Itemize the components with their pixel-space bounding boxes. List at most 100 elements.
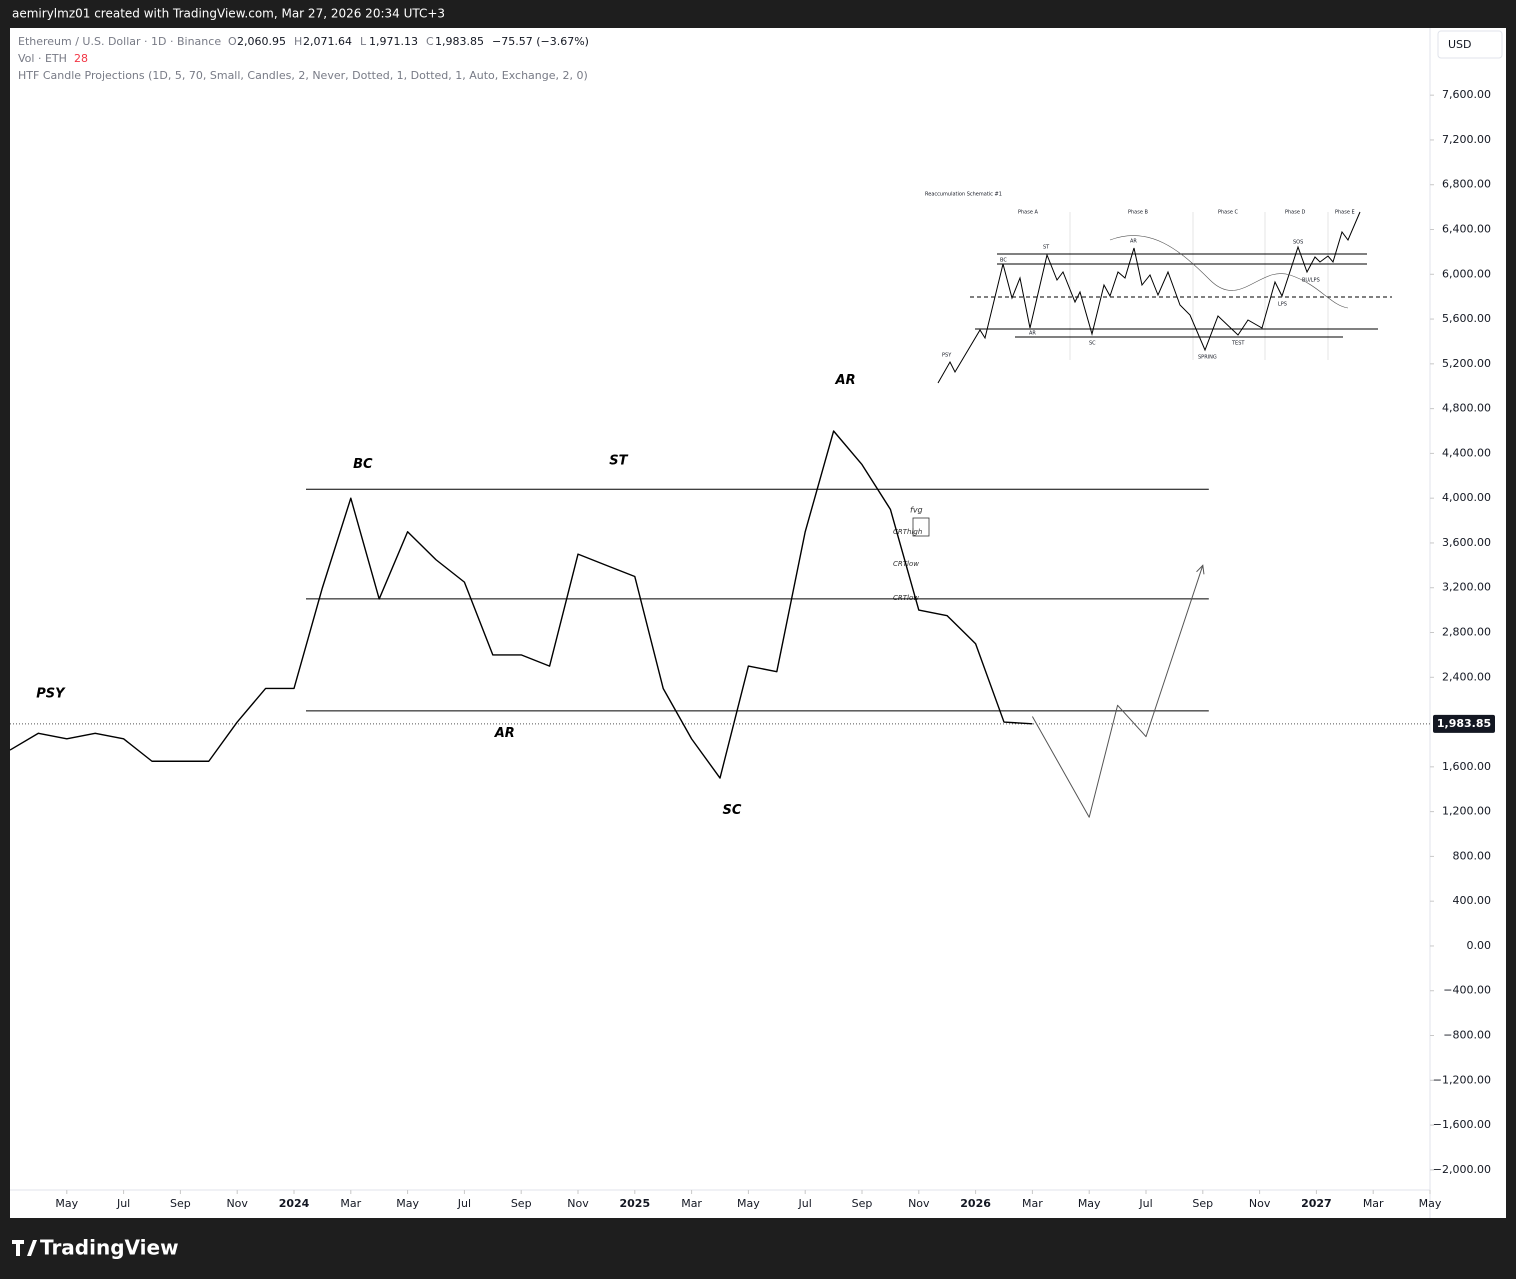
x-tick-label: May (55, 1197, 78, 1210)
currency-button[interactable] (1437, 30, 1503, 59)
phase: Phase E (1335, 210, 1355, 216)
ohlc: O 2,060.95 H 2,071.64 L 1,971.13 C 1,983.85 −75.… (228, 35, 589, 48)
ohlc-value: 2,071.64 (303, 35, 352, 48)
annotation: ST (609, 454, 628, 469)
change: −75.57 (−3.67%) (492, 35, 589, 48)
last-price-label: 1,983.85 (1437, 717, 1491, 730)
ohlc-value: 1,971.13 (369, 35, 418, 48)
x-tick-label: 2025 (619, 1197, 650, 1210)
x-tick-label: 2027 (1301, 1197, 1332, 1210)
annotation: BC (353, 457, 373, 472)
price-line (9, 430, 1033, 779)
x-tick-label: Sep (170, 1197, 191, 1210)
y-tick-label: 3,600.00 (1442, 536, 1491, 549)
y-tick-label: −800.00 (1443, 1029, 1491, 1042)
x-tick-label: Mar (681, 1197, 702, 1210)
annotation: PSY (36, 687, 66, 702)
projection-line (1031, 565, 1204, 818)
y-tick-label: −2,000.00 (1433, 1163, 1491, 1176)
brand: TradingView (40, 1236, 179, 1260)
y-tick-label: 7,600.00 (1442, 88, 1491, 101)
y-tick-label: 400.00 (1453, 894, 1492, 907)
phase: Phase B (1128, 210, 1149, 216)
symbol: Ethereum / U.S. Dollar · 1D · Binance (18, 35, 221, 48)
chart-pane (10, 28, 1506, 1218)
x-tick-label: Nov (1249, 1197, 1271, 1210)
y-tick-label: 6,000.00 (1442, 267, 1491, 280)
projection-arrow (1196, 564, 1205, 575)
x-tick-label: Sep (852, 1197, 873, 1210)
schematic-label: ST (1043, 245, 1050, 251)
phase: Phase A (1018, 210, 1039, 216)
annotation: SC (723, 803, 742, 818)
y-tick-label: −1,600.00 (1433, 1118, 1491, 1131)
schematic-label: BU/LPS (1302, 278, 1320, 284)
x-tick-label: Jul (1138, 1197, 1152, 1210)
ohlc-key: O (228, 35, 237, 48)
x-tick-label: Mar (1022, 1197, 1043, 1210)
schematic-label: BC (1000, 258, 1007, 264)
schematic-title: Reaccumulation Schematic #1 (925, 192, 1002, 198)
y-tick-label: 1,200.00 (1442, 805, 1491, 818)
x-tick-label: May (1078, 1197, 1101, 1210)
phase: Phase D (1285, 210, 1306, 216)
x-tick-label: Jul (116, 1197, 130, 1210)
y-tick-label: 5,200.00 (1442, 357, 1491, 370)
schematic-label: AR (1029, 331, 1036, 337)
x-tick-label: Nov (226, 1197, 248, 1210)
ohlc-key: L (360, 35, 367, 48)
annotation: AR (494, 726, 515, 741)
small-label: CRThigh (893, 528, 922, 536)
x-tick-label: 2026 (960, 1197, 991, 1210)
y-tick-label: −1,200.00 (1433, 1073, 1491, 1086)
schematic-label: AR (1130, 239, 1137, 245)
y-tick-label: 6,400.00 (1442, 223, 1491, 236)
y-tick-label: 2,400.00 (1442, 670, 1491, 683)
x-tick-label: Mar (340, 1197, 361, 1210)
y-tick-label: 1,600.00 (1442, 760, 1491, 773)
x-tick-label: 2024 (279, 1197, 310, 1210)
y-tick-label: 3,200.00 (1442, 581, 1491, 594)
x-tick-label: Sep (1192, 1197, 1213, 1210)
x-tick-label: Jul (457, 1197, 471, 1210)
y-tick-label: 4,000.00 (1442, 491, 1491, 504)
x-tick-label: May (396, 1197, 419, 1210)
volume-value: 28 (74, 52, 88, 65)
schematic-label: LPS (1278, 302, 1287, 308)
currency[interactable]: USD (1448, 38, 1472, 51)
schematic-label: TEST (1231, 341, 1245, 347)
schematic-label: SC (1089, 341, 1096, 347)
y-tick-label: 4,400.00 (1442, 446, 1491, 459)
last-price-box (1433, 714, 1495, 733)
annotation: AR (835, 373, 856, 388)
y-tick-label: 7,200.00 (1442, 133, 1491, 146)
x-tick-label: Mar (1363, 1197, 1384, 1210)
y-tick-label: 800.00 (1453, 849, 1492, 862)
y-tick-label: −400.00 (1443, 984, 1491, 997)
schematic-label: SPRING (1198, 355, 1217, 361)
small-label: CRTlow (893, 594, 919, 602)
top-caption: aemirylmz01 created with TradingView.com… (12, 7, 445, 21)
x-tick-label: May (1419, 1197, 1442, 1210)
indicator: HTF Candle Projections (1D, 5, 70, Small… (18, 69, 588, 82)
brand-logo (12, 1240, 37, 1256)
x-tick-label: May (737, 1197, 760, 1210)
y-tick-label: 4,800.00 (1442, 402, 1491, 415)
ohlc-value: 1,983.85 (435, 35, 484, 48)
x-tick-label: Nov (567, 1197, 589, 1210)
schematic: Reaccumulation Schematic #1 Phase A Phas… (925, 192, 1392, 384)
ohlc-key: H (294, 35, 302, 48)
y-tick-label: 6,800.00 (1442, 178, 1491, 191)
volume-label: Vol · ETH (18, 52, 67, 65)
x-tick-label: Nov (908, 1197, 930, 1210)
ohlc-value: 2,060.95 (237, 35, 286, 48)
ohlc-key: C (426, 35, 434, 48)
schematic-label: SOS (1293, 240, 1303, 246)
schematic-label: PSY (942, 353, 952, 359)
y-tick-label: 2,800.00 (1442, 626, 1491, 639)
x-tick-label: Jul (798, 1197, 812, 1210)
y-tick-label: 5,600.00 (1442, 312, 1491, 325)
x-tick-label: Sep (511, 1197, 532, 1210)
small-label: fvg (910, 506, 923, 515)
